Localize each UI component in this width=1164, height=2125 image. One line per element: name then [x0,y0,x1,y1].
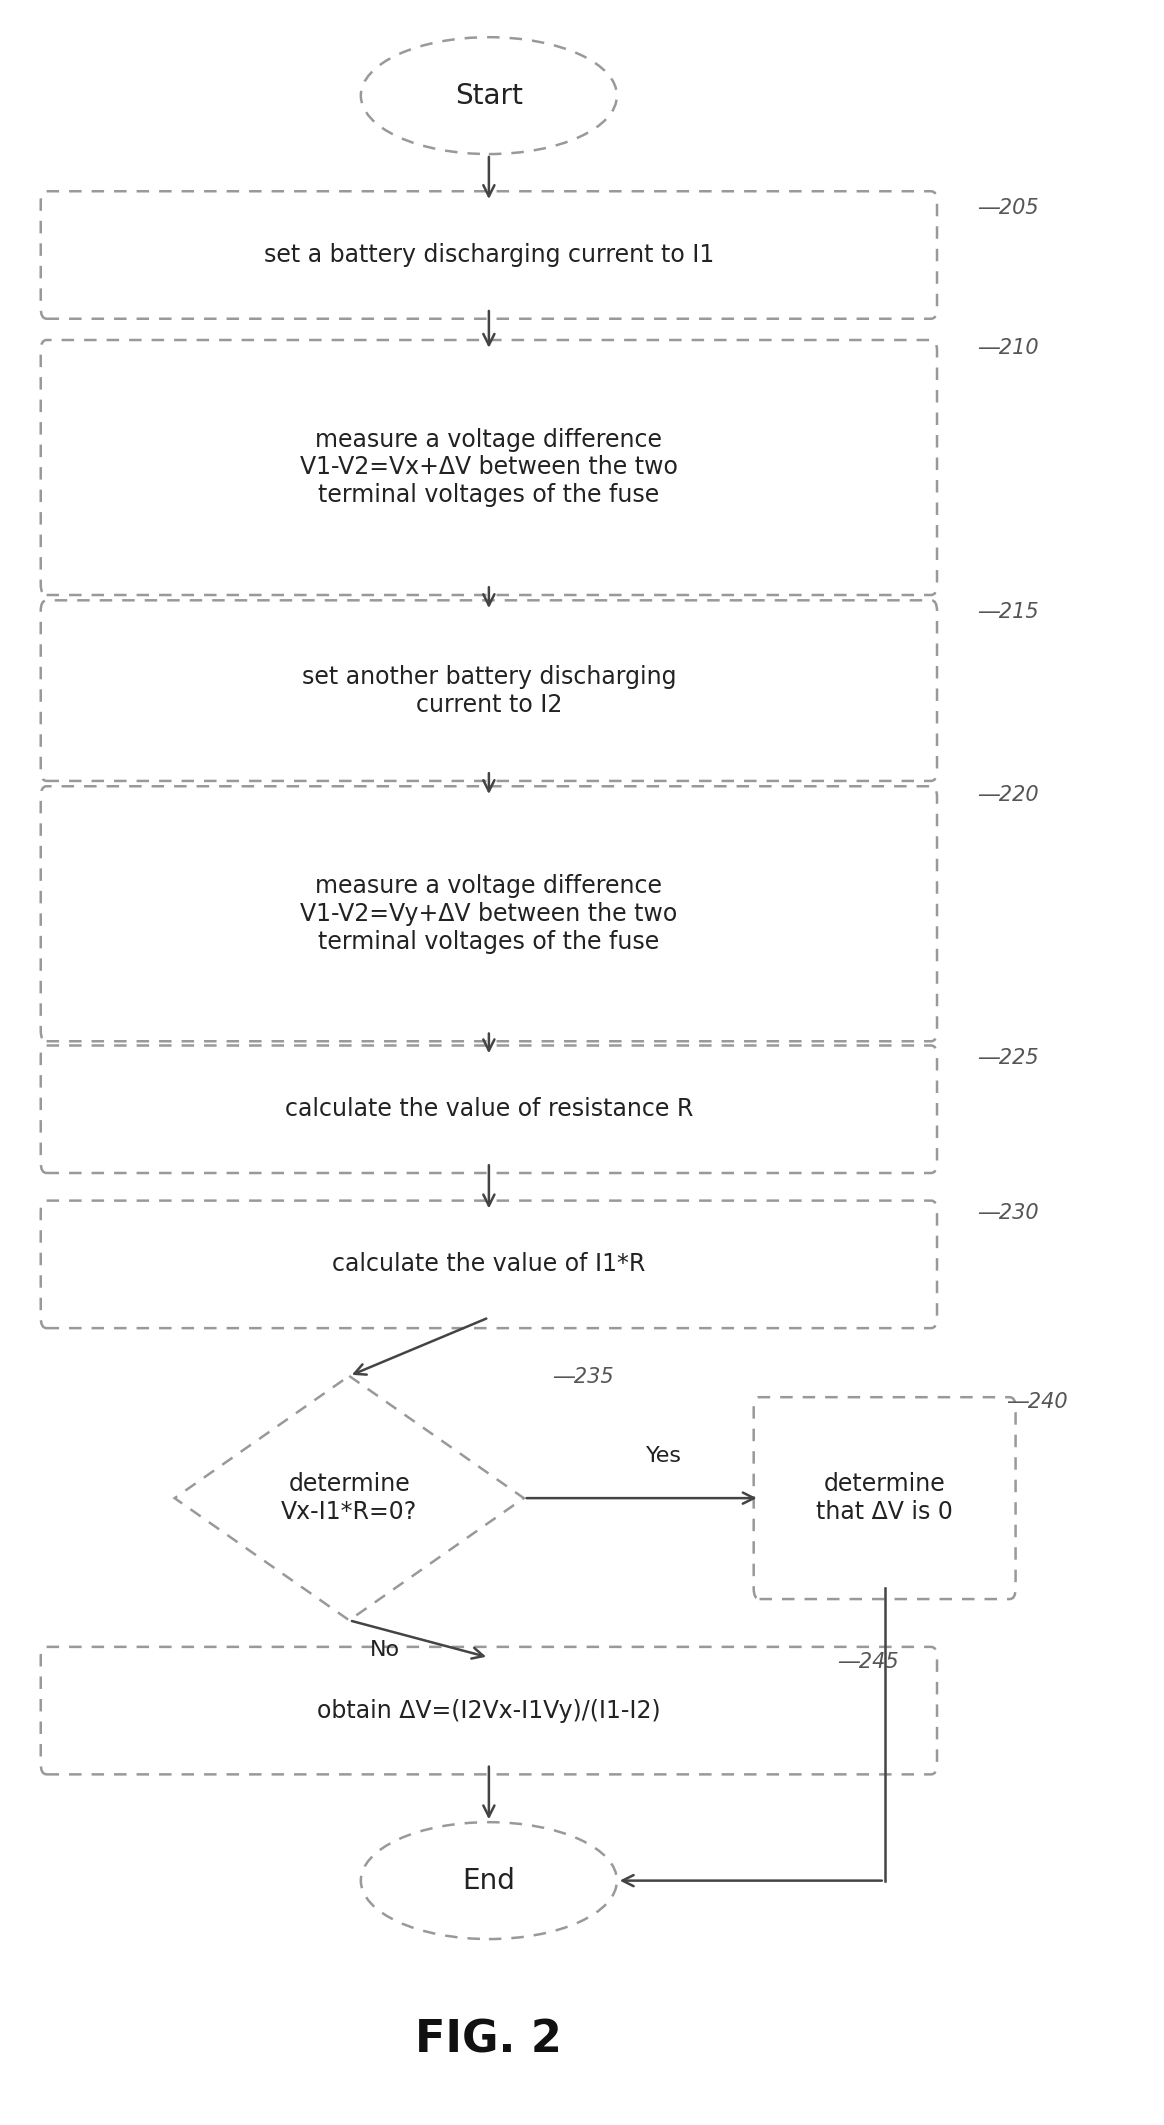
Text: No: No [370,1640,400,1660]
Text: ―230: ―230 [978,1203,1038,1224]
Polygon shape [175,1377,524,1619]
Text: ―235: ―235 [553,1366,613,1388]
FancyBboxPatch shape [41,599,937,780]
Text: set another battery discharging
current to I2: set another battery discharging current … [301,665,676,716]
Text: ―245: ―245 [838,1651,899,1672]
Text: determine
Vx-I1*R=0?: determine Vx-I1*R=0? [281,1473,418,1524]
Text: calculate the value of resistance R: calculate the value of resistance R [285,1096,693,1122]
FancyBboxPatch shape [41,191,937,319]
Text: ―220: ―220 [978,784,1038,805]
Text: measure a voltage difference
V1-V2=Vy+ΔV between the two
terminal voltages of th: measure a voltage difference V1-V2=Vy+ΔV… [300,873,677,954]
Text: measure a voltage difference
V1-V2=Vx+ΔV between the two
terminal voltages of th: measure a voltage difference V1-V2=Vx+ΔV… [300,427,677,508]
Text: calculate the value of I1*R: calculate the value of I1*R [332,1252,646,1277]
Text: ―215: ―215 [978,601,1038,623]
Text: Start: Start [455,81,523,110]
FancyBboxPatch shape [754,1398,1015,1598]
Text: End: End [462,1866,516,1896]
Ellipse shape [361,1821,617,1938]
FancyBboxPatch shape [41,1201,937,1328]
Text: set a battery discharging current to I1: set a battery discharging current to I1 [264,242,714,268]
FancyBboxPatch shape [41,340,937,595]
FancyBboxPatch shape [41,1647,937,1774]
Text: FIG. 2: FIG. 2 [416,2019,562,2061]
Text: ―210: ―210 [978,338,1038,359]
Text: obtain ΔV=(I2Vx-I1Vy)/(I1-I2): obtain ΔV=(I2Vx-I1Vy)/(I1-I2) [317,1698,661,1723]
Text: ―205: ―205 [978,198,1038,219]
Text: ―225: ―225 [978,1048,1038,1069]
Text: ―240: ―240 [1007,1392,1067,1413]
Ellipse shape [361,36,617,155]
FancyBboxPatch shape [41,786,937,1041]
Text: determine
that ΔV is 0: determine that ΔV is 0 [816,1473,953,1524]
Text: Yes: Yes [646,1447,682,1466]
FancyBboxPatch shape [41,1046,937,1173]
